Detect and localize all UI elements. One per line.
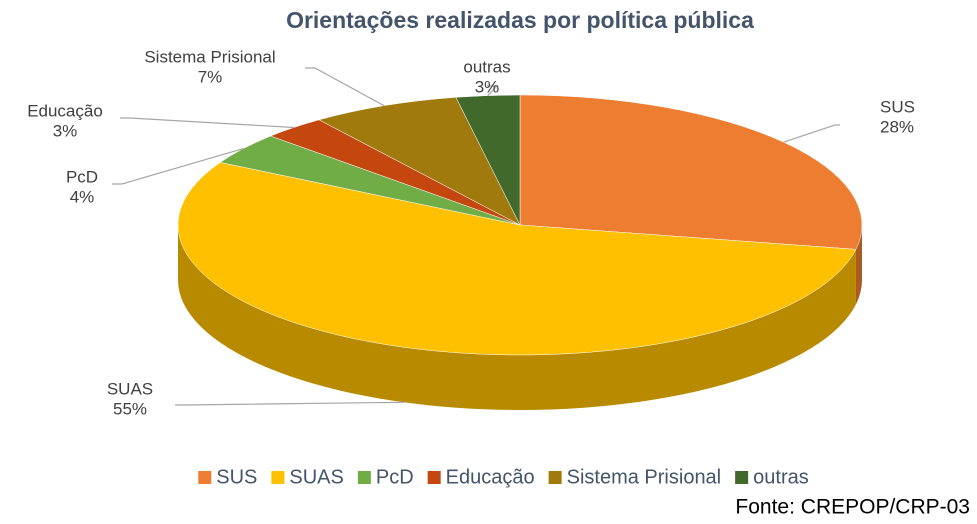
- legend-label: PcD: [376, 466, 414, 488]
- legend-swatch: [735, 471, 749, 484]
- legend-swatch: [271, 471, 285, 484]
- data-label-value: 3%: [53, 121, 78, 140]
- legend-swatch: [357, 471, 371, 484]
- data-label-value: 3%: [475, 77, 500, 96]
- leader-line: [783, 124, 840, 143]
- data-label-value: 28%: [880, 117, 914, 136]
- legend-label: SUAS: [289, 466, 343, 488]
- data-label-name: SUS: [880, 97, 915, 116]
- legend-label: SUS: [216, 466, 257, 488]
- legend-label: outras: [753, 466, 809, 488]
- leader-line: [112, 148, 244, 185]
- leader-line: [305, 67, 385, 107]
- data-label-value: 7%: [198, 67, 223, 86]
- data-label-name: PcD: [66, 167, 98, 186]
- legend: SUS SUAS PcD Educação Sistema Prisional outra…: [198, 466, 809, 488]
- leader-line: [175, 401, 405, 406]
- data-label-value: 55%: [113, 399, 147, 418]
- legend-swatch: [548, 471, 562, 484]
- chart-title: Orientações realizadas por política públ…: [286, 7, 754, 33]
- legend-swatch: [198, 471, 212, 484]
- source-note: Fonte: CREPOP/CRP-03: [735, 496, 970, 519]
- slice: [177, 162, 857, 356]
- legend-label: Sistema Prisional: [567, 466, 722, 488]
- slice-side: [178, 225, 856, 411]
- slice-side: [855, 225, 862, 305]
- leader-line: [487, 85, 499, 96]
- data-label-value: 4%: [70, 187, 95, 206]
- slice: [519, 94, 863, 250]
- data-label-name: SUAS: [107, 379, 153, 398]
- data-label-name: Educação: [27, 101, 103, 120]
- legend-swatch: [427, 471, 441, 484]
- leader-line: [120, 117, 294, 129]
- data-label-name: outras: [463, 57, 510, 76]
- slice: [455, 94, 521, 226]
- legend-label: Educação: [446, 466, 535, 488]
- data-label-name: Sistema Prisional: [144, 47, 275, 66]
